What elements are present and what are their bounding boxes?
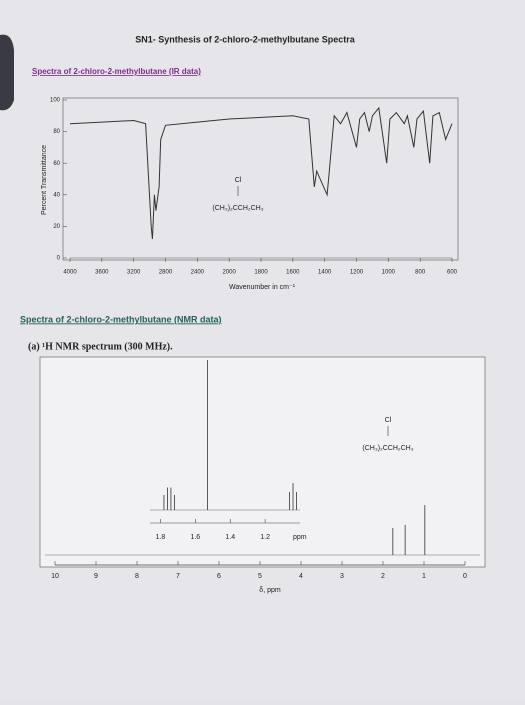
nmr-x-label: δ, ppm xyxy=(259,587,281,594)
page-title: SN1- Synthesis of 2-chloro-2-methylbutan… xyxy=(135,34,356,44)
x-tick-label: 2800 xyxy=(159,270,173,276)
x-tick-label: 2400 xyxy=(191,270,205,276)
x-tick-label: 1600 xyxy=(286,270,300,276)
x-tick-label: 4 xyxy=(299,573,303,580)
y-tick-label: 20 xyxy=(53,224,60,230)
ir-heading: Spectra of 2-chloro-2-methylbutane (IR d… xyxy=(32,67,201,76)
y-tick-label: 100 xyxy=(50,98,61,104)
x-tick-label: 4000 xyxy=(63,270,77,276)
y-tick-label: 60 xyxy=(53,161,60,167)
inset-tick-label: 1.2 xyxy=(260,534,270,541)
y-tick-label: 40 xyxy=(53,192,60,198)
ir-x-label: Wavenumber in cm⁻¹ xyxy=(229,284,296,291)
ir-y-label: Percent Transmittance xyxy=(41,145,48,215)
x-tick-label: 1000 xyxy=(382,270,396,276)
x-tick-label: 2000 xyxy=(222,270,236,276)
x-tick-label: 10 xyxy=(51,573,59,580)
x-tick-label: 0 xyxy=(463,573,467,580)
ir-frame xyxy=(62,97,459,261)
x-tick-label: 6 xyxy=(217,573,221,580)
x-tick-label: 2 xyxy=(381,573,385,580)
x-tick-label: 1400 xyxy=(318,270,332,276)
x-tick-label: 1 xyxy=(422,573,426,580)
x-tick-label: 9 xyxy=(94,573,98,580)
nmr-frame xyxy=(39,356,486,568)
x-tick-label: 3 xyxy=(340,573,344,580)
x-tick-label: 800 xyxy=(415,270,426,276)
nmr-annotation-top: Cl xyxy=(385,417,392,424)
inset-unit: ppm xyxy=(293,534,307,541)
x-tick-label: 1200 xyxy=(350,270,364,276)
x-tick-label: 7 xyxy=(176,573,180,580)
x-tick-label: 3600 xyxy=(95,270,109,276)
x-tick-label: 8 xyxy=(135,573,139,580)
ir-annotation-top: Cl xyxy=(235,177,242,184)
inset-tick-label: 1.6 xyxy=(190,534,200,541)
nmr-annotation-main: (CH₃)₂CCH₂CH₃ xyxy=(362,445,413,452)
x-tick-label: 5 xyxy=(258,573,262,580)
x-tick-label: 3200 xyxy=(127,270,141,276)
y-tick-label: 80 xyxy=(53,129,60,135)
shadow xyxy=(0,34,14,111)
x-tick-label: 1800 xyxy=(254,270,268,276)
ir-annotation-main: (CH₃)₂CCH₂CH₃ xyxy=(212,205,263,212)
inset-tick-label: 1.4 xyxy=(225,534,235,541)
x-tick-label: 600 xyxy=(447,270,458,276)
nmr-heading: Spectra of 2-chloro-2-methylbutane (NMR … xyxy=(20,314,222,324)
inset-tick-label: 1.8 xyxy=(156,534,166,541)
y-tick-label: 0 xyxy=(57,256,61,262)
spectrum-line xyxy=(69,106,453,240)
nmr-subtitle: (a) ¹H NMR spectrum (300 MHz). xyxy=(28,341,173,352)
